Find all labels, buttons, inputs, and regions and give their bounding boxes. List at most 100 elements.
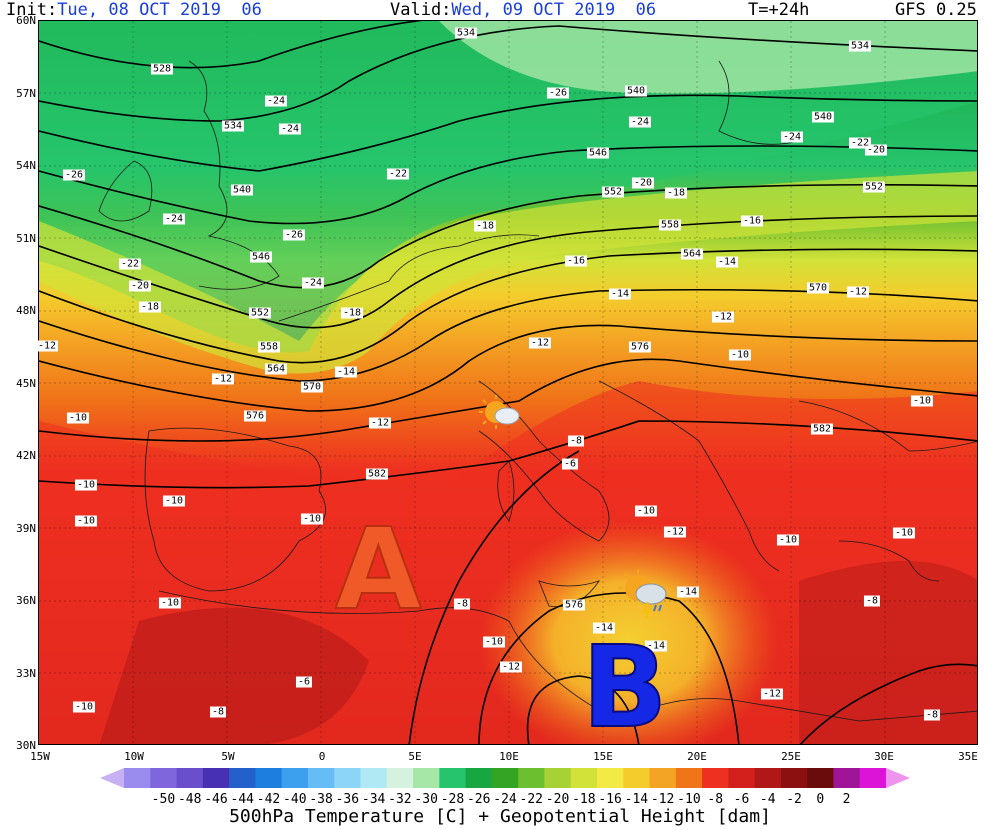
colorbar-cell <box>754 768 782 788</box>
temperature-label: -24 <box>278 123 302 135</box>
height-label: 576 <box>628 341 652 353</box>
height-contours <box>39 21 977 744</box>
height-label: 534 <box>221 120 245 132</box>
colorbar-cell <box>150 768 177 788</box>
temperature-label: -12 <box>528 337 552 349</box>
temperature-label: -10 <box>776 534 800 546</box>
temperature-label: -10 <box>66 412 90 424</box>
temperature-label: -6 <box>295 676 313 688</box>
lat-label: 36N <box>16 594 36 607</box>
colorbar-cell <box>124 768 151 788</box>
temperature-label: -12 <box>663 526 687 538</box>
colorbar-tick-label: -20 <box>545 792 570 807</box>
temperature-label: -16 <box>740 215 764 227</box>
lat-label: 48N <box>16 304 36 317</box>
colorbar-cell <box>649 768 677 788</box>
temperature-label: -26 <box>282 229 306 241</box>
colorbar-tick-label: -36 <box>335 792 360 807</box>
temperature-label: -10 <box>634 505 658 517</box>
temperature-label: -18 <box>664 187 688 199</box>
temperature-label: -14 <box>592 622 616 634</box>
lon-label: 10W <box>124 750 144 763</box>
colorbar-cell <box>833 768 861 788</box>
colorbar-tick-label: 0 <box>816 792 825 807</box>
lat-label: 45N <box>16 377 36 390</box>
colorbar-cell <box>386 768 414 788</box>
temperature-label: -26 <box>546 87 570 99</box>
colorbar-cell <box>360 768 388 788</box>
temperature-label: -12 <box>35 340 59 352</box>
colorbar-cell <box>176 768 204 788</box>
lon-label: 15E <box>593 750 613 763</box>
colorbar-cell <box>702 768 729 788</box>
temperature-label: -12 <box>499 661 523 673</box>
height-label: 576 <box>562 599 586 611</box>
colorbar-tick-label: -42 <box>256 792 281 807</box>
temperature-label: -22 <box>386 168 410 180</box>
temperature-label: -10 <box>728 349 752 361</box>
temperature-label: -24 <box>264 95 288 107</box>
temperature-label: -14 <box>334 366 358 378</box>
colorbar-tick-label: -24 <box>493 792 517 807</box>
height-label: 546 <box>249 251 273 263</box>
colorbar-tick-label: -48 <box>177 792 202 807</box>
colorbar-cell <box>596 768 624 788</box>
temperature-label: -10 <box>72 701 96 713</box>
height-label: 540 <box>230 184 254 196</box>
lat-label: 42N <box>16 449 36 462</box>
temperature-label: -24 <box>162 213 186 225</box>
colorbar-tick-label: -8 <box>707 792 724 807</box>
height-label: 552 <box>601 186 625 198</box>
height-label: 570 <box>806 282 830 294</box>
colorbar-tick-label: -12 <box>650 792 675 807</box>
low-pressure-marker: B <box>581 622 668 754</box>
valid-value: Wed, 09 OCT 2019 06 <box>451 0 657 20</box>
height-label: 558 <box>257 341 281 353</box>
colorbar-tick-label: -46 <box>204 792 228 807</box>
temperature-label: -12 <box>211 373 235 385</box>
temperature-label: -24 <box>628 116 652 128</box>
colorbar-tick-label: -16 <box>598 792 622 807</box>
sun-cloud-icon <box>479 395 520 429</box>
colorbar-cell <box>281 768 309 788</box>
lon-label: 0 <box>318 750 326 763</box>
temperature-label: -12 <box>368 417 392 429</box>
colorbar-tick-label: -26 <box>466 792 491 807</box>
colorbar-cell <box>465 768 493 788</box>
height-label: 534 <box>454 27 478 39</box>
forecast-step: T=+24h <box>748 0 810 20</box>
height-label: 540 <box>811 111 835 123</box>
temperature-label: -14 <box>608 288 632 300</box>
lat-label: 57N <box>16 87 36 100</box>
weather-map <box>38 20 978 745</box>
lon-label: 5E <box>408 750 422 763</box>
init-value: Tue, 08 OCT 2019 06 <box>57 0 262 20</box>
colorbar-cell <box>334 768 361 788</box>
temperature-label: -24 <box>301 277 325 289</box>
temperature-label: -8 <box>453 598 471 610</box>
temperature-label: -10 <box>74 515 98 527</box>
colorbar-cell <box>307 768 335 788</box>
temperature-label: -8 <box>209 706 227 718</box>
height-label: 552 <box>248 307 272 319</box>
colorbar-cell <box>807 768 834 788</box>
temperature-label: -8 <box>567 435 585 447</box>
temperature-label: -10 <box>158 597 182 609</box>
temperature-label: -6 <box>561 458 579 470</box>
colorbar-tick-label: -14 <box>624 792 649 807</box>
temperature-label: -10 <box>892 527 916 539</box>
temperature-label: -12 <box>846 286 870 298</box>
temperature-label: -14 <box>644 640 668 652</box>
temperature-label: -10 <box>300 513 324 525</box>
colorbar-low-arrow <box>100 768 124 788</box>
temperature-label: -24 <box>780 131 804 143</box>
colorbar-tick-label: -34 <box>361 792 386 807</box>
temperature-label: -20 <box>128 280 152 292</box>
lon-label: 35E <box>958 750 978 763</box>
lat-label: 39N <box>16 522 36 535</box>
coastlines <box>98 60 977 722</box>
map-title: 500hPa Temperature [C] + Geopotential He… <box>229 806 771 827</box>
height-label: 534 <box>848 40 872 52</box>
height-label: 564 <box>264 363 288 375</box>
init-row: Init:Tue, 08 OCT 2019 06 <box>6 0 262 20</box>
